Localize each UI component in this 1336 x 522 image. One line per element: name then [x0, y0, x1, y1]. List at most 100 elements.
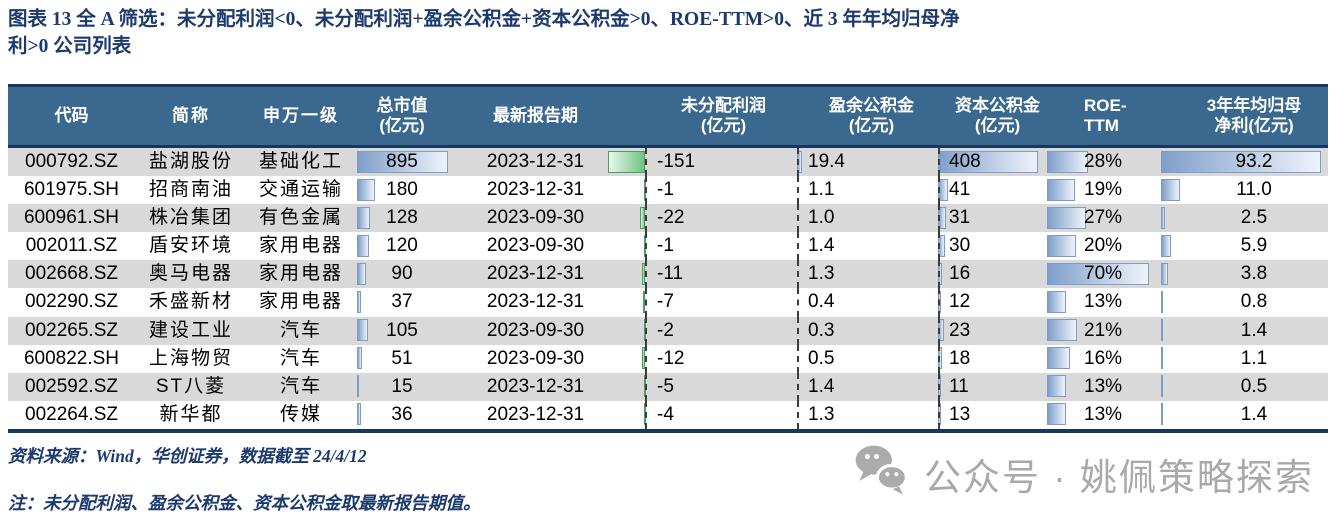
blue-data-bar — [357, 178, 376, 201]
bar-axis-line — [645, 344, 647, 373]
blue-data-bar — [1047, 178, 1075, 201]
wechat-icon — [852, 444, 910, 503]
blue-data-bar — [357, 262, 367, 285]
cell-capital-reserve: 13 — [935, 400, 1046, 429]
cell-report-date: 2023-12-31 — [486, 179, 585, 201]
cell-3y-avg-profit: 93.2 — [1160, 148, 1328, 176]
header-cell-capital-reserve: 资本公积金 (亿元) — [955, 96, 1040, 135]
cell-surplus-reserve: 1.1 — [790, 176, 935, 205]
cell-stock-name: 招商南油 — [148, 179, 233, 201]
header-cell-3y-avg-profit: 3年年均归母 净利(亿元) — [1206, 96, 1302, 135]
cell-stock-code: 002592.SZ — [25, 375, 118, 397]
blue-data-bar — [1047, 206, 1087, 229]
bar-axis-line — [645, 316, 647, 345]
bar-axis-line — [797, 176, 799, 205]
cell-stock-code: 002668.SZ — [25, 263, 118, 285]
cell-stock-code: 600961.SH — [23, 207, 120, 229]
cell-roe-ttm: 70% — [1046, 260, 1160, 288]
cell-stock-code: 002265.SZ — [25, 319, 118, 341]
cell-3y-avg-profit: 1.4 — [1160, 401, 1328, 429]
cell-market-cap: 180 — [355, 176, 455, 204]
blue-data-bar — [1161, 178, 1180, 201]
cell-stock-name: 禾盛新材 — [148, 291, 233, 313]
table-body: 000792.SZ 盐湖股份 基础化工 895 2023-12-31 -151 … — [8, 148, 1328, 429]
cell-industry: 有色金属 — [258, 207, 343, 229]
figure-title: 图表 13 全 A 筛选：未分配利润<0、未分配利润+盈余公积金+资本公积金>0… — [8, 6, 1330, 60]
cell-report-date: 2023-12-31 — [486, 291, 585, 313]
cell-stock-name: 株冶集团 — [148, 207, 233, 229]
cell-stock-name: ST八菱 — [155, 375, 227, 397]
cell-industry: 家用电器 — [258, 235, 343, 257]
cell-report-date: 2023-09-30 — [486, 235, 585, 257]
cell-surplus-reserve: 0.5 — [790, 344, 935, 373]
cell-retained-profit: -151 — [600, 148, 790, 177]
figure-footnote: 注：未分配利润、盈余公积金、资本公积金取最新报告期值。 — [8, 493, 481, 513]
bar-axis-line — [645, 400, 647, 429]
bar-axis-line — [797, 288, 799, 317]
table-row: 002011.SZ 盾安环境 家用电器 120 2023-09-30 -1 1.… — [8, 232, 1328, 261]
figure-title-line1: 图表 13 全 A 筛选：未分配利润<0、未分配利润+盈余公积金+资本公积金>0… — [8, 9, 960, 30]
blue-data-bar — [1047, 375, 1066, 398]
green-data-bar — [639, 206, 645, 229]
watermark-label: 公众号 · 姚佩策略探索 — [924, 456, 1314, 498]
cell-report-date: 2023-09-30 — [486, 319, 585, 341]
cell-retained-profit: -2 — [600, 316, 790, 345]
cell-industry: 汽车 — [279, 347, 322, 369]
bar-axis-line — [797, 260, 799, 289]
table-header-row: 代码 简称 申万一级 总市值 (亿元) 最新报告期 未分配利润 (亿元) 盈余公积金… — [8, 87, 1328, 148]
table-row: 002264.SZ 新华都 传媒 36 2023-12-31 -4 1.3 13… — [8, 400, 1328, 429]
bar-axis-line — [938, 344, 940, 373]
cell-surplus-reserve: 1.4 — [790, 372, 935, 401]
cell-stock-code: 002290.SZ — [25, 291, 118, 313]
bar-axis-line — [938, 288, 940, 317]
figure-title-line2: 利>0 公司列表 — [8, 36, 132, 57]
bar-axis-line — [797, 148, 799, 177]
cell-3y-avg-profit: 1.4 — [1160, 317, 1328, 345]
cell-roe-ttm: 28% — [1046, 148, 1160, 176]
blue-data-bar — [357, 206, 371, 229]
bar-axis-line — [645, 260, 647, 289]
table-row: 000792.SZ 盐湖股份 基础化工 895 2023-12-31 -151 … — [8, 148, 1328, 177]
green-data-bar — [642, 347, 645, 370]
blue-data-bar — [1161, 319, 1164, 342]
blue-data-bar — [357, 319, 368, 342]
cell-roe-ttm: 20% — [1046, 232, 1160, 260]
blue-data-bar — [357, 403, 361, 426]
cell-surplus-reserve: 19.4 — [790, 148, 935, 177]
table-row: 002668.SZ 奥马电器 家用电器 90 2023-12-31 -11 1.… — [8, 260, 1328, 289]
cell-industry: 家用电器 — [258, 291, 343, 313]
blue-data-bar — [1047, 319, 1078, 342]
cell-roe-ttm: 27% — [1046, 204, 1160, 232]
watermark: 公众号 · 姚佩策略探索 — [852, 444, 1314, 503]
blue-data-bar — [357, 375, 359, 398]
source-note: 资料来源：Wind，华创证券，数据截至 24/4/12 — [8, 446, 367, 466]
header-cell-marketcap: 总市值 (亿元) — [376, 96, 428, 135]
cell-roe-ttm: 16% — [1046, 345, 1160, 373]
cell-industry: 基础化工 — [258, 151, 343, 172]
header-cell-report-date: 最新报告期 — [493, 106, 578, 125]
header-cell-retained-profit: 未分配利润 (亿元) — [681, 96, 766, 135]
cell-3y-avg-profit: 0.5 — [1160, 373, 1328, 401]
blue-data-bar — [1161, 234, 1172, 257]
cell-industry: 交通运输 — [258, 179, 343, 201]
cell-capital-reserve: 408 — [935, 148, 1046, 177]
blue-data-bar — [1047, 403, 1066, 426]
cell-3y-avg-profit: 2.5 — [1160, 204, 1328, 232]
cell-surplus-reserve: 1.3 — [790, 400, 935, 429]
cell-market-cap: 90 — [355, 260, 455, 288]
blue-data-bar — [1047, 262, 1149, 285]
cell-industry: 汽车 — [279, 319, 322, 341]
bar-axis-line — [645, 288, 647, 317]
bar-axis-line — [938, 316, 940, 345]
blue-data-bar — [1161, 150, 1322, 173]
cell-market-cap: 895 — [355, 148, 455, 176]
blue-data-bar — [1161, 262, 1168, 285]
bar-axis-line — [938, 260, 940, 289]
header-cell-surplus-reserve: 盈余公积金 (亿元) — [829, 96, 914, 135]
blue-data-bar — [1161, 206, 1166, 229]
blue-data-bar — [1161, 403, 1164, 426]
cell-stock-code: 000792.SZ — [25, 151, 118, 172]
cell-surplus-reserve: 1.0 — [790, 204, 935, 233]
cell-surplus-reserve: 1.4 — [790, 232, 935, 261]
